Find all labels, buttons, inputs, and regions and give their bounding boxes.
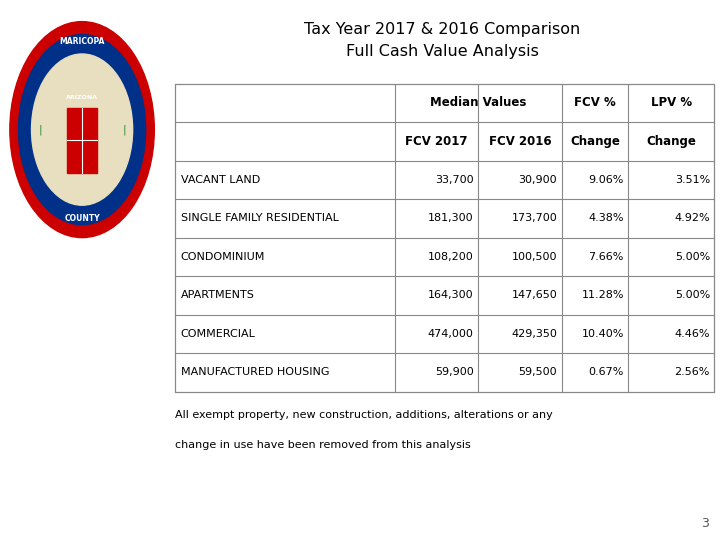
Text: 108,200: 108,200 — [428, 252, 474, 262]
Text: 5.00%: 5.00% — [675, 252, 710, 262]
Text: 11.28%: 11.28% — [581, 291, 624, 300]
Text: SINGLE FAMILY RESIDENTIAL: SINGLE FAMILY RESIDENTIAL — [181, 213, 338, 224]
Text: 4.46%: 4.46% — [675, 329, 710, 339]
Text: |: | — [38, 124, 42, 135]
Text: COMMERCIAL: COMMERCIAL — [181, 329, 256, 339]
Text: change in use have been removed from this analysis: change in use have been removed from thi… — [175, 440, 471, 450]
Text: Median Values: Median Values — [430, 97, 526, 110]
Text: VACANT LAND: VACANT LAND — [181, 175, 260, 185]
Text: Change: Change — [570, 135, 620, 148]
Bar — [175, 84, 714, 391]
Text: 30,900: 30,900 — [518, 175, 557, 185]
Text: |: | — [122, 124, 126, 135]
Text: Paul D. Petersen: Paul D. Petersen — [17, 301, 148, 315]
Text: 474,000: 474,000 — [428, 329, 474, 339]
Text: 429,350: 429,350 — [511, 329, 557, 339]
Text: Tax Year 2017 & 2016 Comparison: Tax Year 2017 & 2016 Comparison — [304, 22, 580, 37]
Text: 164,300: 164,300 — [428, 291, 474, 300]
Text: FCV 2016: FCV 2016 — [489, 135, 552, 148]
Text: FCV 2017: FCV 2017 — [405, 135, 468, 148]
Text: FCV %: FCV % — [574, 97, 616, 110]
Text: 10.40%: 10.40% — [582, 329, 624, 339]
Text: 4.38%: 4.38% — [588, 213, 624, 224]
Text: 3: 3 — [701, 517, 709, 530]
Text: 100,500: 100,500 — [512, 252, 557, 262]
Text: ARIZONA: ARIZONA — [66, 94, 98, 100]
Text: COUNTY: COUNTY — [64, 214, 100, 222]
Text: MANUFACTURED HOUSING: MANUFACTURED HOUSING — [181, 367, 329, 377]
Text: 181,300: 181,300 — [428, 213, 474, 224]
Text: LPV %: LPV % — [651, 97, 692, 110]
Text: 59,900: 59,900 — [435, 367, 474, 377]
Text: Full Cash Value Analysis: Full Cash Value Analysis — [346, 44, 539, 59]
Text: MARICOPA: MARICOPA — [59, 37, 105, 45]
Text: APARTMENTS: APARTMENTS — [181, 291, 255, 300]
Text: 9.06%: 9.06% — [588, 175, 624, 185]
Text: Change: Change — [647, 135, 696, 148]
Text: 4.92%: 4.92% — [675, 213, 710, 224]
Ellipse shape — [10, 22, 154, 238]
Text: CONDOMINIUM: CONDOMINIUM — [181, 252, 265, 262]
Ellipse shape — [32, 54, 132, 205]
Ellipse shape — [19, 35, 145, 225]
Text: 33,700: 33,700 — [435, 175, 474, 185]
Text: 147,650: 147,650 — [511, 291, 557, 300]
Text: 7.66%: 7.66% — [588, 252, 624, 262]
Text: 5.00%: 5.00% — [675, 291, 710, 300]
Text: ASSESSOR: ASSESSOR — [33, 261, 131, 279]
Text: 3.51%: 3.51% — [675, 175, 710, 185]
Text: 173,700: 173,700 — [511, 213, 557, 224]
Text: 0.67%: 0.67% — [588, 367, 624, 377]
Bar — [67, 108, 97, 173]
Text: All exempt property, new construction, additions, alterations or any: All exempt property, new construction, a… — [175, 410, 553, 421]
Text: 59,500: 59,500 — [518, 367, 557, 377]
Text: 2.56%: 2.56% — [675, 367, 710, 377]
